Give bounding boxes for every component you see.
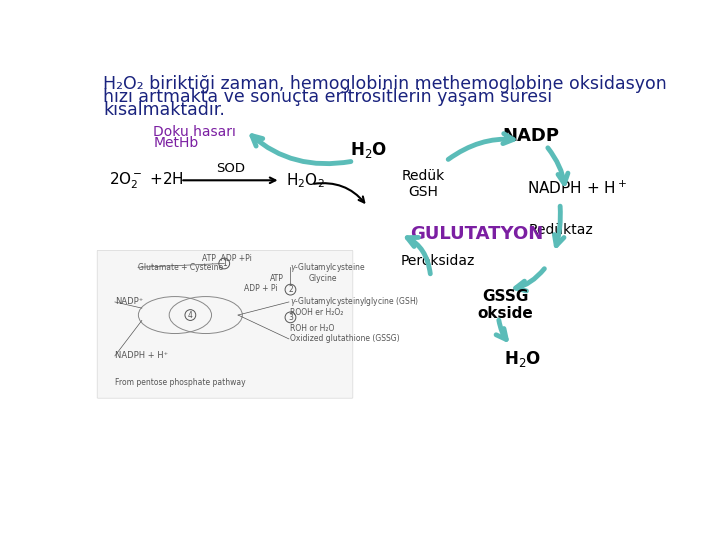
Text: H$_2$O: H$_2$O	[504, 349, 541, 369]
Text: hızı artmakta ve sonuçta eritrositlerin yaşam süresi: hızı artmakta ve sonuçta eritrositlerin …	[104, 88, 552, 106]
Text: MetHb: MetHb	[153, 136, 199, 150]
Text: ATP: ATP	[270, 274, 284, 284]
Text: NADP: NADP	[503, 127, 559, 145]
Text: NADPH + H⁺: NADPH + H⁺	[115, 352, 168, 360]
Text: ADP + Pi: ADP + Pi	[244, 284, 278, 293]
Text: Redük
GSH: Redük GSH	[401, 169, 444, 199]
Text: 2O$_2^-$ +2H: 2O$_2^-$ +2H	[109, 170, 184, 191]
Text: ATP  ADP +Pi: ATP ADP +Pi	[202, 254, 251, 264]
Text: 1: 1	[222, 259, 227, 268]
Text: Oxidized glutathione (GSSG): Oxidized glutathione (GSSG)	[290, 334, 400, 343]
Text: NADPH + H$^+$: NADPH + H$^+$	[527, 179, 627, 197]
Text: NADP⁺: NADP⁺	[115, 298, 143, 307]
Text: $\gamma$-Glutamylcysteinylglycine (GSH): $\gamma$-Glutamylcysteinylglycine (GSH)	[290, 295, 420, 308]
Text: Doku hasarı: Doku hasarı	[153, 125, 236, 139]
Text: ROOH er H₂O₂: ROOH er H₂O₂	[290, 308, 344, 317]
Text: kısalmaktadır.: kısalmaktadır.	[104, 101, 225, 119]
Text: 3: 3	[288, 313, 293, 322]
Text: Redüktaz: Redüktaz	[529, 224, 594, 238]
Text: GSSG
okside: GSSG okside	[477, 289, 534, 321]
Text: SOD: SOD	[216, 162, 245, 175]
Text: Glutamate + Cysteine: Glutamate + Cysteine	[138, 263, 223, 272]
Text: H$_2$O: H$_2$O	[351, 139, 387, 159]
Text: ROH or H₂O: ROH or H₂O	[290, 323, 335, 333]
Text: 4: 4	[188, 310, 193, 320]
Text: H₂O₂ biriktiği zaman, hemoglobinin methemoglobine oksidasyon: H₂O₂ biriktiği zaman, hemoglobinin methe…	[104, 75, 667, 93]
Text: 2: 2	[288, 285, 293, 294]
Text: H$_2$O$_2$: H$_2$O$_2$	[286, 171, 325, 190]
FancyBboxPatch shape	[97, 251, 353, 398]
Text: GULUTATYON: GULUTATYON	[410, 225, 544, 243]
Text: Peroksidaz: Peroksidaz	[401, 254, 475, 268]
Text: Glycine: Glycine	[309, 274, 337, 284]
Text: From pentose phosphate pathway: From pentose phosphate pathway	[115, 379, 246, 387]
Text: $\gamma$-Glutamylcysteine: $\gamma$-Glutamylcysteine	[290, 261, 366, 274]
